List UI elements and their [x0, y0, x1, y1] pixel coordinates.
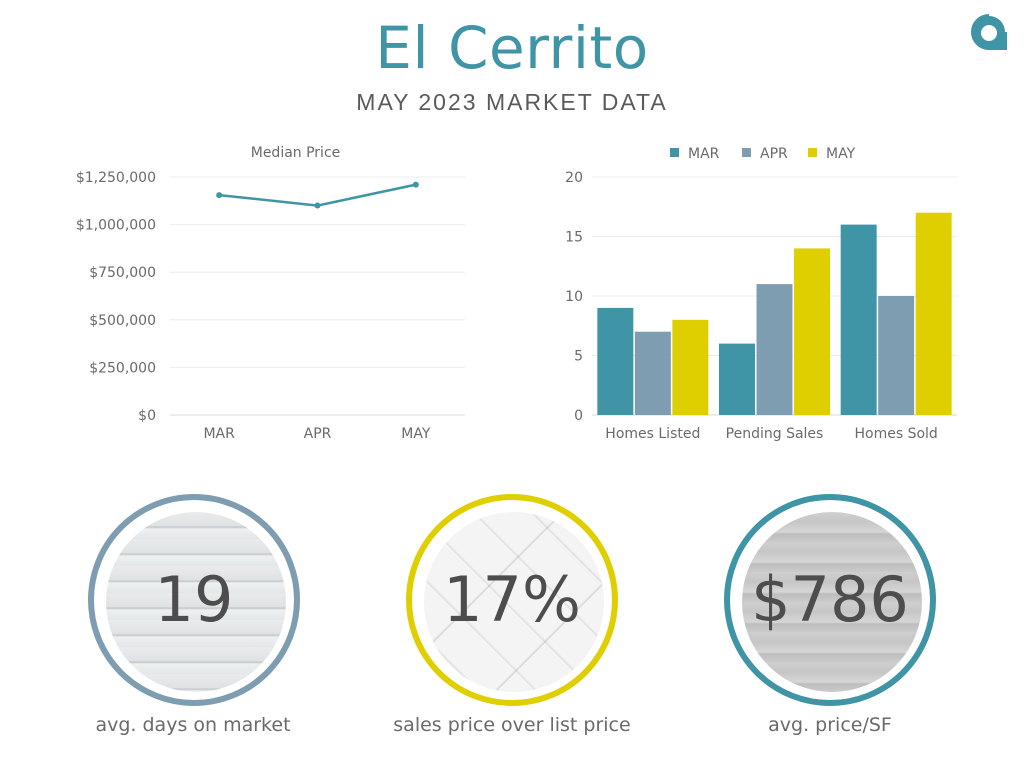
- y-tick-label: 15: [565, 230, 583, 246]
- siding-texture-icon: [106, 512, 286, 692]
- median-price-chart: Median Price $0 $250,000 $500,000 $750,000 $1…: [76, 145, 465, 442]
- stat-days-on-market: 19: [88, 494, 300, 706]
- page-subtitle: MAY 2023 MARKET DATA: [356, 89, 668, 115]
- chart-title: Median Price: [251, 145, 341, 161]
- bar: [840, 224, 877, 415]
- y-tick-label: $750,000: [89, 265, 156, 281]
- white-brick-texture-icon: [424, 512, 604, 692]
- legend-label: MAY: [826, 146, 856, 162]
- data-point: [314, 202, 321, 209]
- stat-ring: [724, 494, 936, 706]
- bar: [634, 331, 671, 415]
- stat-over-list-price: 17%: [406, 494, 618, 706]
- wood-plank-texture-icon: [742, 512, 922, 692]
- stat-label: avg. price/SF: [768, 714, 892, 736]
- data-point: [216, 192, 223, 199]
- y-tick-label: 5: [574, 349, 583, 365]
- stat-label: sales price over list price: [393, 714, 631, 736]
- legend-swatch: [808, 148, 817, 157]
- brand-a-icon: [971, 14, 1007, 50]
- bar: [878, 296, 915, 415]
- data-point: [412, 181, 419, 188]
- bar: [794, 248, 830, 415]
- x-tick-label: MAR: [203, 426, 235, 442]
- y-tick-label: 10: [565, 289, 583, 305]
- bar: [756, 284, 793, 415]
- y-tick-label: $250,000: [89, 360, 156, 376]
- x-tick-label: Homes Sold: [855, 426, 938, 442]
- bar: [719, 343, 755, 415]
- stat-value: 19: [154, 563, 234, 636]
- y-tick-label: $1,250,000: [76, 170, 156, 186]
- bar: [915, 212, 952, 415]
- legend-label: MAR: [688, 146, 720, 162]
- stat-ring: [406, 494, 618, 706]
- legend-swatch: [670, 148, 679, 157]
- stat-value: 17%: [443, 563, 581, 636]
- page-title: El Cerrito: [375, 14, 649, 82]
- bar: [597, 307, 634, 415]
- bar: [672, 319, 709, 415]
- legend-swatch: [742, 148, 751, 157]
- y-tick-label: 20: [565, 170, 583, 186]
- x-tick-label: Pending Sales: [726, 426, 824, 442]
- y-tick-label: 0: [574, 408, 583, 424]
- x-tick-label: MAY: [401, 426, 431, 442]
- y-tick-label: $500,000: [89, 313, 156, 329]
- x-tick-label: Homes Listed: [605, 426, 700, 442]
- stat-price-per-sf: $786: [724, 494, 936, 706]
- x-tick-label: APR: [304, 426, 332, 442]
- y-tick-label: $1,000,000: [76, 218, 156, 234]
- series-line: [219, 183, 417, 207]
- stat-ring: [88, 494, 300, 706]
- stat-value: $786: [751, 563, 909, 636]
- activity-bar-chart: 0 5 10 15 20 MAR APR MAY Homes Listed Pending Sal…: [565, 146, 957, 442]
- y-tick-label: $0: [138, 408, 156, 424]
- stat-label: avg. days on market: [95, 714, 291, 736]
- legend-label: APR: [760, 146, 788, 162]
